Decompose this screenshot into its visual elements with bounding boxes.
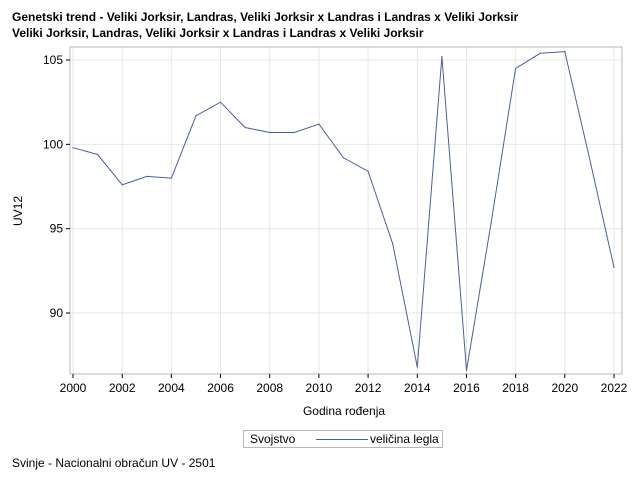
data-point	[392, 243, 394, 245]
data-point	[170, 177, 172, 179]
data-point	[195, 115, 197, 117]
x-tick-label: 2018	[502, 381, 529, 395]
x-tick-label: 2008	[256, 381, 283, 395]
footer-note: Svinje - Nacionalni obračun UV - 2501	[12, 456, 216, 470]
x-tick-label: 2002	[109, 381, 136, 395]
legend-series-label: veličina legla	[370, 432, 439, 446]
data-point	[96, 153, 99, 156]
data-point	[121, 184, 123, 186]
x-tick-label: 2000	[60, 381, 87, 395]
x-tick-label: 2006	[207, 381, 234, 395]
y-axis: 90 95 100 105	[43, 53, 70, 320]
data-point	[515, 67, 517, 70]
data-point	[367, 170, 369, 172]
data-point	[219, 101, 222, 103]
data-point	[318, 123, 320, 125]
x-tick-label: 2022	[601, 381, 628, 395]
y-tick-label: 100	[43, 137, 63, 151]
data-point	[588, 157, 591, 159]
x-axis-label: Godina rođenja	[303, 404, 385, 418]
data-point	[293, 131, 295, 134]
data-point	[342, 157, 345, 159]
y-tick-label: 105	[43, 53, 63, 67]
x-tick-label: 2012	[355, 381, 382, 395]
y-axis-label: UV12	[11, 196, 25, 226]
legend-title: Svojstvo	[250, 432, 296, 446]
grid-lines	[70, 47, 622, 374]
data-point	[613, 266, 615, 269]
data-point	[416, 366, 418, 368]
data-point	[539, 52, 541, 54]
legend: Svojstvo veličina legla	[243, 430, 443, 448]
data-point	[72, 147, 74, 149]
data-point	[465, 369, 468, 371]
data-point	[146, 175, 148, 177]
data-point	[490, 223, 492, 225]
data-point	[564, 50, 566, 53]
legend-line-swatch	[316, 439, 368, 440]
series-group	[72, 50, 615, 371]
x-tick-label: 2020	[551, 381, 578, 395]
chart-title: Genetski trend - Veliki Jorksir, Landras…	[12, 10, 519, 24]
x-tick-label: 2014	[404, 381, 431, 395]
chart-subtitle: Veliki Jorksir, Landras, Veliki Jorksir …	[12, 26, 424, 40]
x-axis: 2000 2002 2004 2006 2008 2010 2012 2014 2016 2018…	[60, 374, 628, 395]
x-tick-label: 2010	[306, 381, 333, 395]
x-tick-label: 2004	[158, 381, 185, 395]
y-tick-label: 95	[50, 222, 64, 236]
y-tick-label: 90	[50, 306, 64, 320]
plot-frame	[69, 46, 623, 375]
data-point	[441, 56, 443, 58]
data-point	[244, 126, 246, 129]
x-tick-label: 2016	[453, 381, 480, 395]
data-point	[269, 131, 271, 134]
series-line	[72, 51, 615, 371]
